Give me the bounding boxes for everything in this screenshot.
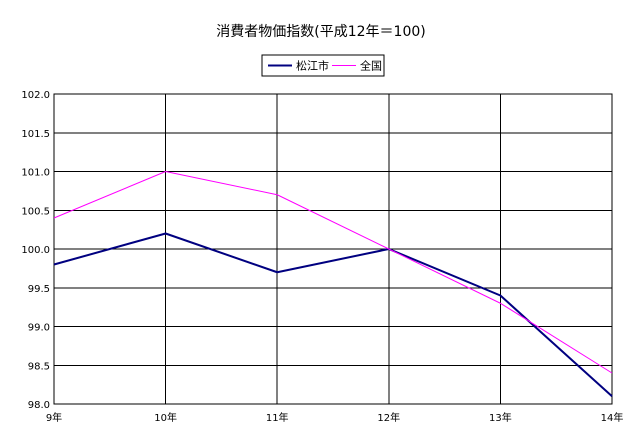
- y-tick-label: 100.0: [21, 245, 50, 256]
- series-line-1: [53, 232, 613, 397]
- y-tick-label: 99.0: [28, 323, 50, 334]
- y-tick-label: 100.5: [21, 206, 50, 217]
- y-tick-label: 102.0: [21, 90, 50, 101]
- plot-area: 98.0 98.5 99.0 99.5 100.0 100.5 101.0 101.5 102.…: [21, 90, 623, 424]
- y-tick-label: 98.5: [28, 361, 50, 372]
- y-tick-label: 101.0: [21, 168, 50, 179]
- x-tick-label: 9年: [46, 411, 62, 424]
- legend-label-2: 全国: [360, 59, 382, 73]
- chart-title: 消費者物価指数(平成12年＝100): [216, 24, 425, 40]
- y-tick-label: 101.5: [21, 129, 50, 140]
- chart-legend: 松江市 全国: [261, 54, 385, 77]
- x-tick-label: 11年: [266, 411, 289, 424]
- y-tick-label: 98.0: [28, 400, 50, 411]
- y-tick-label: 99.5: [28, 284, 50, 295]
- x-tick-label: 12年: [377, 411, 400, 424]
- legend-box: [261, 54, 385, 77]
- series-line-2: [53, 171, 613, 374]
- legend-label-1: 松江市: [296, 59, 329, 73]
- x-tick-label: 14年: [601, 411, 624, 424]
- x-tick-label: 13年: [489, 411, 512, 424]
- x-tick-label: 10年: [154, 411, 177, 424]
- plot-border: [53, 93, 613, 405]
